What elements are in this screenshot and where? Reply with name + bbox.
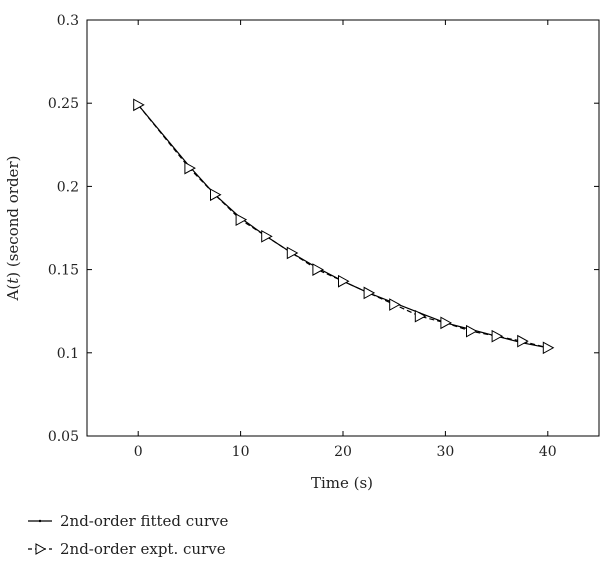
x-tick-label: 10 <box>232 444 250 460</box>
expt-point <box>389 298 401 311</box>
y-tick-label: 0.05 <box>48 429 79 445</box>
x-tick-label: 20 <box>334 444 352 460</box>
series-line-fitted <box>137 104 548 349</box>
series-line-expt <box>137 104 548 349</box>
legend-label-expt: 2nd-order expt. curve <box>60 540 226 558</box>
y-tick-label: 0.15 <box>48 263 79 279</box>
x-axis-label: Time (s) <box>311 474 373 492</box>
y-tick-label: 0.1 <box>57 346 79 362</box>
plot-frame <box>86 19 600 437</box>
expt-point <box>210 188 222 202</box>
expt-point <box>286 246 299 260</box>
plot-area <box>86 19 600 437</box>
x-tick-label: 0 <box>134 444 143 460</box>
expt-point <box>338 274 350 288</box>
y-axis-label-suffix: ) (second order) <box>4 156 22 278</box>
expt-point <box>235 213 248 227</box>
y-tick-label: 0.25 <box>48 96 79 112</box>
expt-point <box>414 309 427 323</box>
y-tick-label: 0.2 <box>57 179 79 195</box>
expt-point <box>466 324 478 338</box>
y-axis-label: A(t) (second order) <box>4 156 22 302</box>
legend-entry-fitted: 2nd-order fitted curve <box>28 512 229 530</box>
expt-point <box>133 98 145 112</box>
expt-point <box>491 329 504 343</box>
x-tick-label: 40 <box>539 444 557 460</box>
legend-marker-expt <box>35 543 47 555</box>
series-layer <box>133 98 555 355</box>
expt-point <box>542 341 555 355</box>
y-axis-label-var: t <box>4 277 22 284</box>
expt-point <box>184 161 196 175</box>
expt-point <box>312 263 324 276</box>
axes: 0 10 20 30 40 0.05 0.1 0.15 0.2 0.25 0.3 <box>48 13 599 460</box>
legend-dot-fitted <box>38 519 42 523</box>
y-tick-label: 0.3 <box>57 13 79 29</box>
legend: 2nd-order fitted curve 2nd-order expt. c… <box>28 512 229 558</box>
expt-point <box>440 316 452 330</box>
expt-point <box>261 229 273 243</box>
legend-entry-expt: 2nd-order expt. curve <box>28 540 226 558</box>
y-axis-label-prefix: A( <box>4 284 22 302</box>
x-tick-label: 30 <box>436 444 454 460</box>
expt-point <box>517 334 529 348</box>
expt-point <box>363 286 376 300</box>
legend-label-fitted: 2nd-order fitted curve <box>60 512 229 530</box>
